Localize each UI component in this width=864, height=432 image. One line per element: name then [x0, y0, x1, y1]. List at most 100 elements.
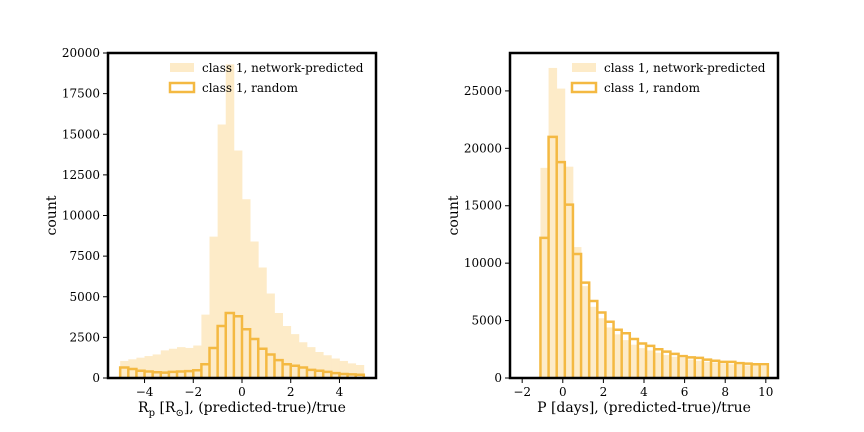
- right-predicted-bar-2: [556, 88, 566, 378]
- left-x-label-bracket: [: [155, 400, 165, 416]
- left-y-tick-label-7: 17500: [62, 87, 100, 101]
- left-predicted-bar-0: [120, 360, 129, 378]
- right-y-tick-label-3: 15000: [464, 199, 502, 213]
- right-predicted-bar-3: [564, 166, 574, 378]
- right-predicted-bar-6: [589, 306, 598, 378]
- left-x-tick-label-2: 0: [238, 385, 246, 399]
- right-y-tick-label-0: 0: [494, 371, 502, 385]
- right-predicted-bar-12: [637, 348, 647, 378]
- left-y-tick-label-2: 5000: [69, 290, 100, 304]
- left-predicted-bar-12: [217, 124, 227, 378]
- left-predicted-bar-11: [209, 236, 219, 379]
- left-random-step-outline: [118, 311, 366, 378]
- left-x-label-r-sun: R: [165, 400, 176, 416]
- left-legend-swatch-predicted: [170, 63, 194, 72]
- right-predicted-bars: [540, 67, 769, 379]
- right-predicted-bar-20: [702, 361, 712, 378]
- left-predicted-bar-15: [241, 199, 251, 378]
- right-predicted-bar-26: [751, 365, 761, 378]
- right-x-ticks: −2 0 2 4 6 8 10: [513, 378, 773, 399]
- left-y-tick-label-6: 15000: [62, 127, 100, 141]
- left-predicted-bar-19: [274, 313, 283, 378]
- left-legend-label-predicted: class 1, network-predicted: [202, 61, 364, 75]
- left-predicted-bar-29: [355, 365, 365, 378]
- right-predicted-bar-15: [662, 355, 671, 378]
- right-predicted-bar-19: [694, 360, 704, 378]
- left-x-axis-label: Rp [R⊙], (predicted-true)/true: [138, 400, 346, 419]
- left-y-tick-label-0: 0: [92, 371, 100, 385]
- left-predicted-bar-5: [160, 350, 170, 379]
- right-predicted-bar-25: [743, 365, 752, 378]
- right-predicted-bar-9: [613, 334, 623, 378]
- right-x-tick-label-6: 10: [758, 385, 773, 399]
- right-predicted-bar-4: [572, 247, 582, 378]
- right-predicted-bar-5: [581, 286, 590, 378]
- left-predicted-bar-8: [185, 347, 194, 378]
- left-predicted-bar-3: [144, 356, 154, 378]
- left-histogram-panel: −4 −2 0 2 4 0 2500 5000 7500 10000 12500 15000 1750…: [44, 46, 378, 419]
- right-predicted-bar-22: [719, 363, 728, 378]
- left-predicted-bar-21: [290, 334, 300, 379]
- left-x-tick-label-4: 4: [336, 385, 344, 399]
- left-y-axis-label: count: [44, 195, 60, 235]
- left-predicted-bar-25: [323, 355, 332, 378]
- left-x-tick-label-1: −2: [184, 385, 202, 399]
- left-legend-label-random: class 1, random: [202, 81, 299, 95]
- left-y-tick-label-4: 10000: [62, 209, 100, 223]
- left-y-tick-label-1: 2500: [69, 330, 100, 344]
- right-predicted-bar-23: [727, 364, 736, 378]
- left-y-ticks: 0 2500 5000 7500 10000 12500 15000 17500 20000: [62, 46, 108, 385]
- left-x-tick-label-0: −4: [136, 385, 154, 399]
- left-predicted-bars: [120, 64, 365, 379]
- right-y-tick-label-5: 25000: [464, 84, 502, 98]
- right-predicted-bar-18: [686, 359, 696, 378]
- left-predicted-bar-4: [152, 354, 162, 378]
- right-legend-label-random: class 1, random: [604, 81, 701, 95]
- right-x-tick-label-4: 6: [681, 385, 689, 399]
- right-y-ticks: 0 5000 10000 15000 20000 25000: [464, 84, 510, 385]
- left-x-label-sub-p: p: [149, 408, 155, 419]
- left-predicted-bar-23: [306, 347, 316, 379]
- left-predicted-bar-28: [347, 363, 357, 379]
- right-y-axis-label: count: [446, 195, 462, 235]
- left-legend-swatch-random: [168, 81, 196, 94]
- right-predicted-bar-11: [629, 344, 639, 378]
- left-x-label-sub-sun: ⊙: [175, 408, 183, 419]
- left-predicted-bar-27: [339, 360, 348, 378]
- right-x-tick-label-3: 4: [640, 385, 648, 399]
- right-predicted-bar-13: [646, 350, 655, 378]
- left-predicted-bar-22: [298, 342, 308, 378]
- left-predicted-bar-20: [282, 326, 292, 378]
- left-y-tick-label-3: 7500: [69, 249, 100, 263]
- right-legend-label-predicted: class 1, network-predicted: [604, 61, 766, 75]
- right-legend: class 1, network-predicted class 1, rand…: [570, 61, 766, 95]
- right-predicted-bar-21: [711, 362, 720, 378]
- right-predicted-bar-14: [654, 352, 663, 378]
- left-x-label-r: R: [138, 400, 149, 416]
- left-predicted-bar-14: [233, 150, 243, 378]
- right-y-tick-label-4: 20000: [464, 141, 502, 155]
- right-predicted-bar-8: [605, 327, 614, 378]
- right-predicted-bar-0: [540, 167, 549, 378]
- left-predicted-bar-16: [250, 241, 259, 378]
- left-predicted-bar-10: [201, 314, 210, 379]
- right-y-tick-label-1: 5000: [471, 314, 502, 328]
- left-predicted-bar-17: [258, 267, 267, 378]
- right-x-tick-label-0: −2: [513, 385, 531, 399]
- left-axes-frame: [106, 51, 378, 380]
- right-legend-swatch-predicted: [572, 63, 596, 72]
- left-x-label-rest: ], (predicted-true)/true: [184, 400, 346, 416]
- right-predicted-bar-24: [735, 364, 744, 378]
- left-predicted-bar-24: [315, 352, 324, 378]
- left-predicted-bar-9: [193, 345, 202, 378]
- left-predicted-bar-13: [225, 64, 235, 379]
- left-predicted-bar-18: [266, 293, 275, 378]
- left-x-tick-label-3: 2: [287, 385, 295, 399]
- right-x-tick-label-2: 2: [600, 385, 608, 399]
- right-y-tick-label-2: 10000: [464, 256, 502, 270]
- right-axes-frame: [508, 51, 780, 380]
- left-y-tick-label-8: 20000: [62, 46, 100, 60]
- right-legend-swatch-random: [570, 81, 598, 94]
- left-predicted-bar-2: [136, 357, 145, 378]
